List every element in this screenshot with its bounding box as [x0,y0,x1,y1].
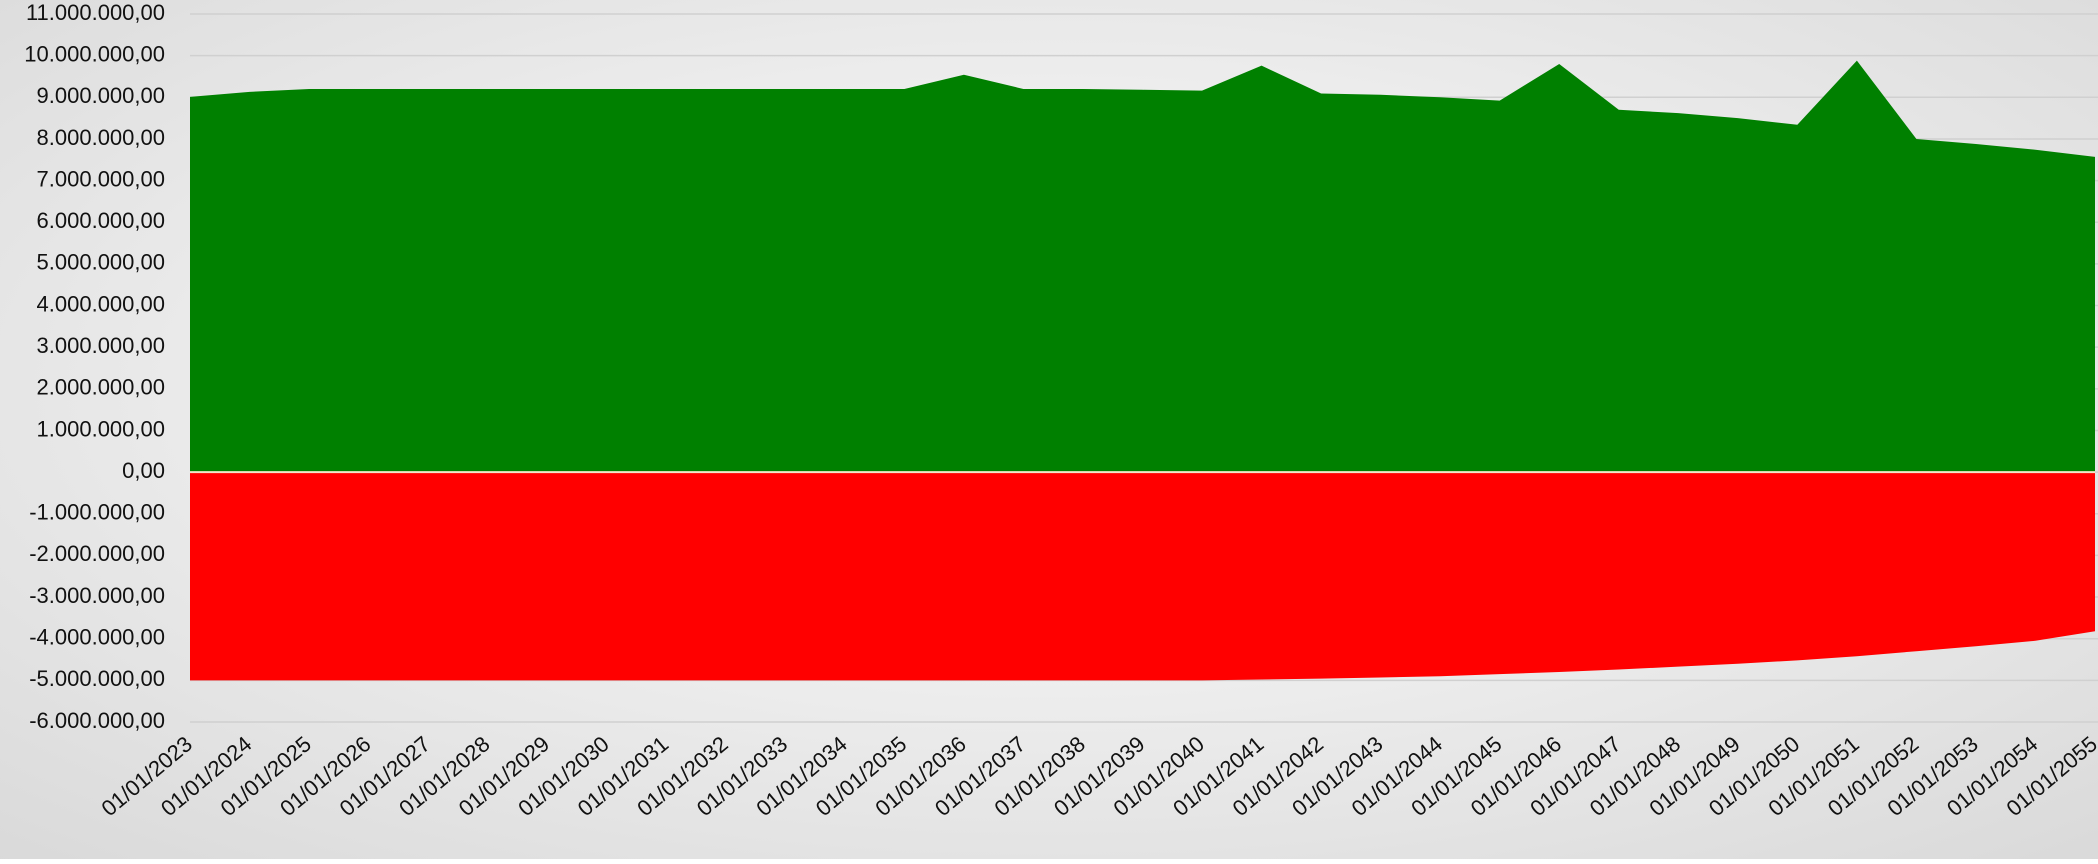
y-tick-label: 9.000.000,00 [37,83,165,108]
area [190,60,2095,473]
y-tick-label: -5.000.000,00 [29,666,165,691]
y-tick-label: 3.000.000,00 [37,333,165,358]
y-tick-label: 11.000.000,00 [26,0,165,25]
y-tick-label: 1.000.000,00 [37,416,165,441]
y-tick-label: -1.000.000,00 [29,500,165,525]
y-tick-label: -6.000.000,00 [29,708,165,733]
y-tick-label: 7.000.000,00 [37,166,165,191]
y-tick-label: 6.000.000,00 [37,208,165,233]
y-tick-label: -2.000.000,00 [29,541,165,566]
y-tick-label: 10.000.000,00 [24,41,165,66]
y-tick-label: -4.000.000,00 [29,625,165,650]
y-tick-label: 4.000.000,00 [37,291,165,316]
area [190,472,2095,681]
y-tick-label: 0,00 [122,458,165,483]
y-tick-label: 2.000.000,00 [37,375,165,400]
y-tick-label: 5.000.000,00 [37,250,165,275]
y-tick-label: -3.000.000,00 [29,583,165,608]
y-tick-label: 8.000.000,00 [37,125,165,150]
